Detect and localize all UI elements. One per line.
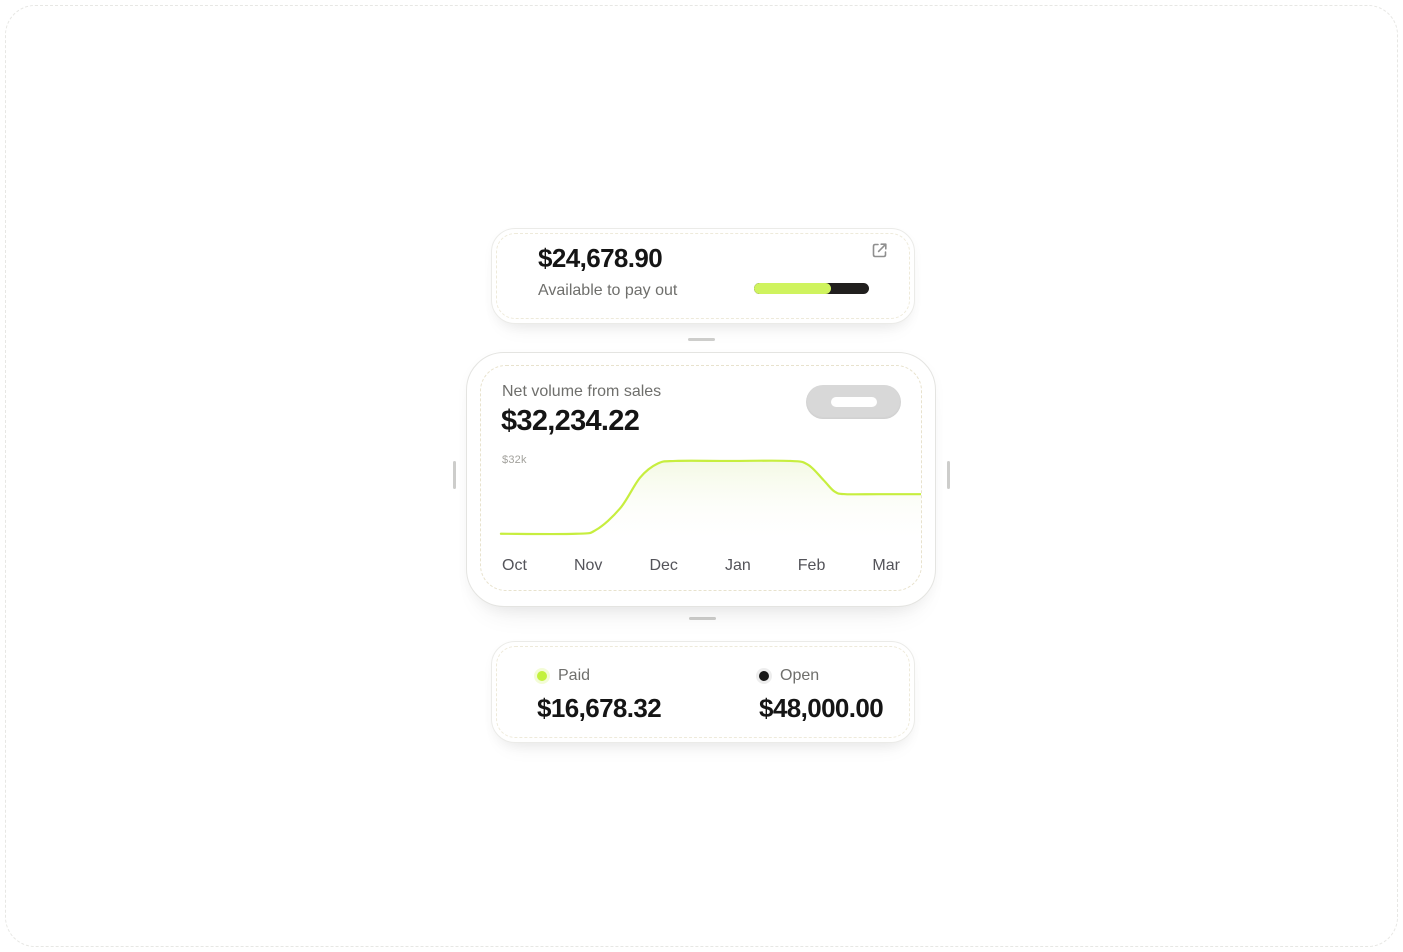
net-volume-amount: $32,234.22 [501, 405, 640, 437]
drag-handle-left[interactable] [453, 461, 456, 489]
pill-placeholder-button[interactable] [806, 385, 901, 419]
drag-handle-top[interactable] [688, 338, 715, 341]
net-volume-frame: Net volume from sales $32,234.22 $32k Oc… [466, 352, 936, 607]
x-tick-mar: Mar [872, 557, 900, 574]
progress-fill [754, 283, 832, 294]
net-volume-title: Net volume from sales [502, 383, 662, 400]
paid-amount: $16,678.32 [537, 693, 662, 723]
payout-progress-bar [754, 283, 869, 294]
chart-y-axis-label: $32k [502, 454, 527, 466]
external-link-button[interactable] [867, 238, 891, 262]
open-summary: Open $48,000.00 [759, 667, 884, 724]
x-tick-oct: Oct [502, 557, 527, 574]
payout-card: $24,678.90 Available to pay out [491, 228, 915, 324]
chart-line [499, 459, 921, 536]
paid-label: Paid [558, 667, 591, 684]
x-tick-dec: Dec [649, 557, 678, 574]
net-volume-chart [481, 452, 921, 544]
x-tick-feb: Feb [797, 557, 826, 574]
x-tick-jan: Jan [724, 557, 751, 574]
open-amount: $48,000.00 [759, 693, 884, 723]
paid-summary: Paid $16,678.32 [537, 667, 662, 724]
payout-label: Available to pay out [538, 282, 678, 299]
x-tick-nov: Nov [573, 557, 603, 574]
open-dot-icon [759, 671, 769, 681]
drag-handle-right[interactable] [947, 461, 950, 489]
external-link-icon [869, 240, 890, 261]
drag-handle-bottom[interactable] [689, 617, 716, 620]
open-label: Open [780, 667, 820, 684]
pill-inner-bar [830, 397, 877, 407]
payout-amount: $24,678.90 [538, 243, 663, 273]
summary-card: Paid $16,678.32 Open $48,000.00 [491, 641, 915, 743]
paid-dot-icon [537, 671, 547, 681]
net-volume-card: Net volume from sales $32,234.22 $32k Oc… [480, 365, 922, 591]
chart-x-axis: Oct Nov Dec Jan Feb Mar [502, 557, 900, 575]
chart-area-fill [500, 460, 921, 544]
